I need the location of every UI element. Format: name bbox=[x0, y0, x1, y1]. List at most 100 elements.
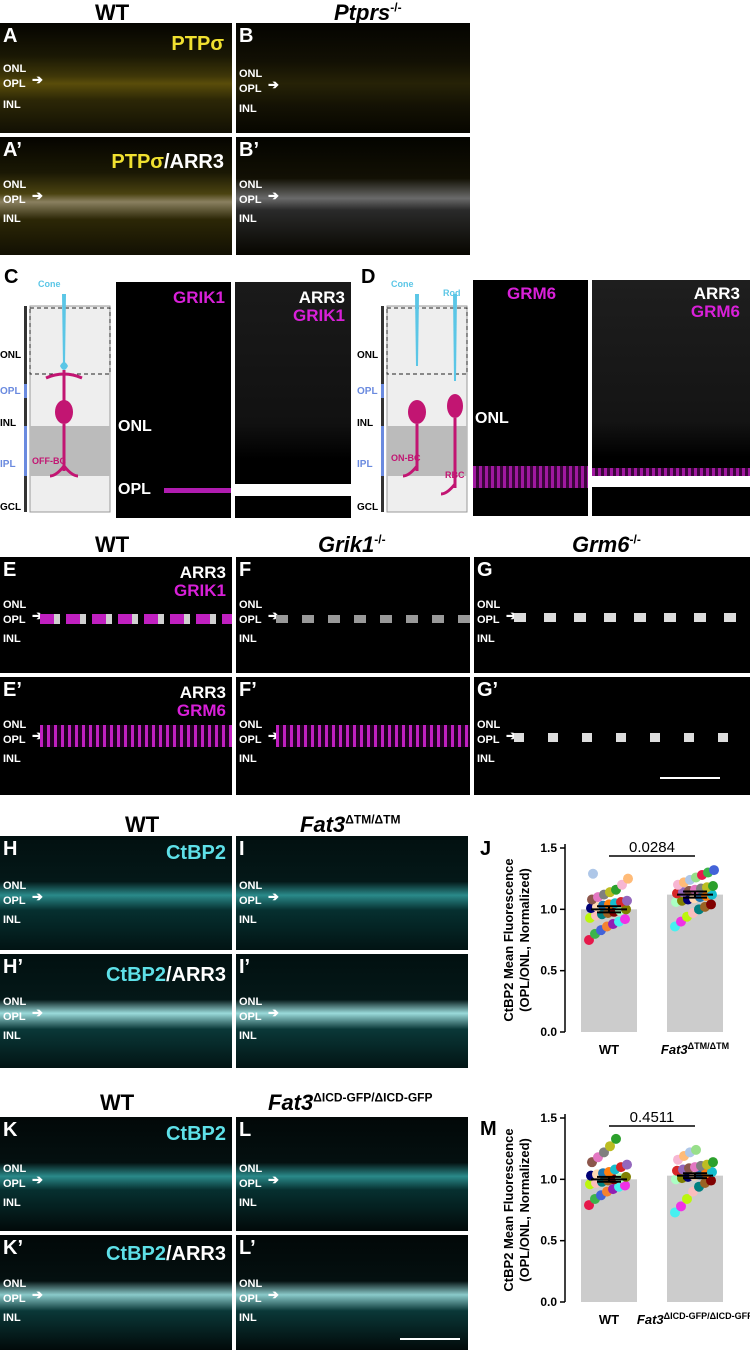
scale-bar bbox=[400, 1338, 460, 1340]
marker-arr3: ARR3 bbox=[298, 288, 345, 307]
panel-label: L bbox=[239, 1119, 252, 1141]
panel-c-schematic: C Cone ONL OPL INL IPL GCL OFF-BC bbox=[0, 266, 112, 524]
layer-opl: OPL bbox=[477, 734, 500, 746]
layer-onl: ONL bbox=[3, 1163, 27, 1175]
opl-arrow-icon: ➔ bbox=[32, 1005, 43, 1020]
panel-i-prime: I’ ONL OPL ➔ INL bbox=[236, 954, 468, 1068]
data-point bbox=[691, 1144, 701, 1155]
panel-label: G bbox=[477, 559, 493, 581]
data-point bbox=[617, 879, 627, 890]
grik1-band bbox=[164, 488, 231, 493]
layer-onl: ONL bbox=[3, 719, 27, 731]
layer-opl: OPL bbox=[239, 895, 262, 907]
data-point bbox=[621, 1171, 631, 1182]
arr3-band bbox=[592, 476, 750, 487]
x-tick-label: WT bbox=[599, 1312, 619, 1327]
layer-opl: OPL bbox=[239, 194, 262, 206]
layer-inl: INL bbox=[3, 753, 21, 765]
y-tick-label: 0.5 bbox=[540, 1234, 557, 1248]
retina-schematic-on bbox=[381, 294, 468, 513]
x-tick-label: Fat3ΔICD-GFP/ΔICD-GFP bbox=[637, 1311, 750, 1327]
data-point bbox=[708, 881, 718, 892]
layer-onl: ONL bbox=[239, 68, 263, 80]
opl-arrow-icon: ➔ bbox=[32, 728, 43, 743]
marker-arr3: /ARR3 bbox=[163, 151, 224, 173]
chart-m: CtBP2 Mean Fluorescence (OPL/ONL, Normali… bbox=[501, 1109, 750, 1327]
opl-arrow-icon: ➔ bbox=[268, 1172, 279, 1187]
panel-e: E ARR3 GRIK1 ONL OPL ➔ INL bbox=[0, 557, 232, 673]
header-wt-row1: WT bbox=[95, 0, 130, 25]
layer-opl: OPL bbox=[239, 83, 262, 95]
p-value-label: 0.0284 bbox=[629, 839, 675, 856]
opl-arrow-icon: ➔ bbox=[268, 1287, 279, 1302]
panel-label: E’ bbox=[3, 679, 22, 701]
panel-a: A PTPσ ONL OPL ➔ INL bbox=[0, 23, 232, 133]
layer-opl: OPL bbox=[477, 614, 500, 626]
header-grik1: Grik1-/- bbox=[318, 532, 386, 558]
data-point bbox=[611, 1133, 621, 1144]
layer-inl: INL bbox=[239, 1030, 257, 1042]
layer-opl: OPL bbox=[0, 386, 21, 397]
marker-ctbp2: CtBP2 bbox=[105, 964, 166, 986]
panel-label: A bbox=[3, 25, 18, 47]
data-point bbox=[584, 935, 594, 945]
header-fat3-icd: Fat3ΔICD-GFP/ΔICD-GFP bbox=[268, 1090, 433, 1116]
layer-inl: INL bbox=[3, 633, 21, 645]
marker-label: CtBP2/ARR3 bbox=[106, 1243, 226, 1266]
data-point bbox=[709, 865, 719, 876]
panel-l-prime: L’ ONL OPL ➔ INL bbox=[236, 1235, 468, 1350]
layer-inl: INL bbox=[3, 99, 21, 111]
gene-name: Fat3 bbox=[268, 1090, 314, 1115]
layer-opl: OPL bbox=[3, 734, 26, 746]
panel-d-merge: ARR3 GRM6 bbox=[592, 280, 750, 516]
panel-label-j: J bbox=[480, 838, 492, 860]
header-ptprs: Ptprs-/- bbox=[334, 0, 402, 26]
opl-arrow-icon: ➔ bbox=[268, 608, 279, 623]
data-point bbox=[620, 914, 630, 925]
y-axis-label-line2: (OPL/ONL, Normalized) bbox=[517, 1138, 532, 1282]
panel-l: L ONL OPL ➔ INL bbox=[236, 1117, 468, 1231]
layer-inl: INL bbox=[477, 633, 495, 645]
panel-label: D bbox=[361, 266, 376, 288]
data-point bbox=[670, 1207, 680, 1218]
bar bbox=[581, 1179, 637, 1302]
layer-inl: INL bbox=[357, 418, 374, 429]
layer-onl: ONL bbox=[477, 719, 501, 731]
chart-j: CtBP2 Mean Fluorescence (OPL/ONL, Normali… bbox=[501, 839, 729, 1057]
panel-c-grik1: GRIK1 ONL OPL bbox=[116, 282, 231, 518]
marker-label: CtBP2/ARR3 bbox=[106, 964, 226, 987]
y-tick-label: 1.5 bbox=[540, 841, 557, 855]
layer-inl: INL bbox=[239, 1312, 257, 1324]
arr3-band bbox=[514, 733, 750, 742]
opl-arrow-icon: ➔ bbox=[506, 608, 517, 623]
layer-opl: OPL bbox=[118, 481, 151, 498]
panel-h-prime: H’ CtBP2/ARR3 ONL OPL ➔ INL bbox=[0, 954, 232, 1068]
layer-onl: ONL bbox=[3, 63, 27, 75]
opl-arrow-icon: ➔ bbox=[268, 1005, 279, 1020]
scale-bar bbox=[660, 777, 720, 779]
grm6-band bbox=[40, 725, 232, 747]
opl-arrow-icon: ➔ bbox=[268, 188, 279, 203]
y-tick-label: 0.5 bbox=[540, 964, 557, 978]
y-tick-label: 1.0 bbox=[540, 1172, 557, 1186]
panel-label: K bbox=[3, 1119, 18, 1141]
panel-label: L’ bbox=[239, 1237, 256, 1259]
layer-opl: OPL bbox=[3, 194, 26, 206]
panel-h: H CtBP2 ONL OPL ➔ INL bbox=[0, 836, 232, 950]
layer-onl: ONL bbox=[239, 599, 263, 611]
layer-onl: ONL bbox=[118, 418, 152, 435]
genotype-sup: ΔTM/ΔTM bbox=[345, 812, 401, 827]
panel-f: F ONL OPL ➔ INL bbox=[236, 557, 470, 673]
layer-opl: OPL bbox=[357, 386, 378, 397]
panel-k: K CtBP2 ONL OPL ➔ INL bbox=[0, 1117, 232, 1231]
layer-onl: ONL bbox=[239, 1163, 263, 1175]
layer-onl: ONL bbox=[239, 719, 263, 731]
y-tick-label: 1.5 bbox=[540, 1111, 557, 1125]
marker-label: PTPσ/ARR3 bbox=[111, 151, 224, 174]
layer-onl: ONL bbox=[475, 410, 509, 427]
panel-label: B bbox=[239, 25, 254, 47]
y-tick-label: 1.0 bbox=[540, 902, 557, 916]
layer-gcl: GCL bbox=[0, 502, 22, 513]
panel-f-prime: F’ ONL OPL ➔ INL bbox=[236, 677, 470, 795]
layer-inl: INL bbox=[239, 1197, 257, 1209]
